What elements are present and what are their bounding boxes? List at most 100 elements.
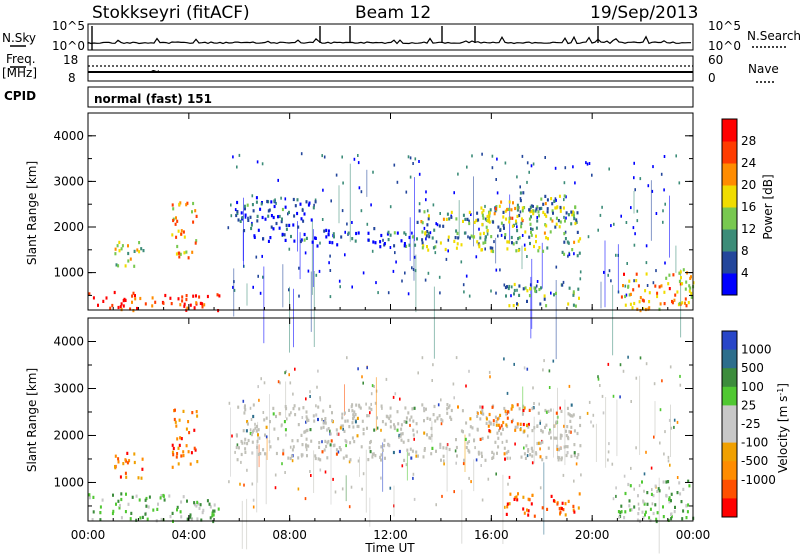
echo-cell	[151, 304, 154, 308]
echo-cell	[111, 303, 114, 308]
echo-cell	[343, 429, 346, 433]
echo-cell	[541, 506, 544, 510]
echo-cell	[512, 242, 515, 246]
echo-streak	[299, 232, 301, 280]
echo-cell	[175, 252, 178, 256]
echo-cell	[495, 472, 497, 476]
echo-cell	[314, 198, 317, 202]
echo-cell	[238, 446, 240, 450]
echo-cell	[620, 214, 622, 218]
echo-cell	[361, 419, 364, 423]
echo-cell	[508, 216, 511, 220]
echo-cell	[535, 452, 538, 456]
echo-cell	[423, 210, 426, 214]
echo-cell	[555, 216, 558, 220]
echo-cell	[560, 456, 563, 460]
echo-cell	[486, 229, 489, 233]
echo-cell	[339, 285, 341, 289]
echo-cell	[367, 231, 370, 235]
echo-cell	[668, 496, 671, 500]
echo-cell	[360, 209, 363, 213]
echo-cell	[516, 288, 518, 292]
echo-cell	[264, 452, 266, 456]
echo-cell	[240, 460, 242, 464]
echo-streak	[257, 421, 259, 483]
echo-cell	[505, 217, 508, 221]
echo-cell	[211, 514, 214, 518]
echo-cell	[388, 444, 391, 448]
echo-cell	[513, 497, 516, 501]
echo-cell	[341, 412, 344, 416]
echo-cell	[120, 302, 123, 306]
echo-cell	[523, 452, 526, 456]
echo-cell	[455, 438, 457, 442]
echo-cell	[278, 226, 281, 230]
echo-cell	[412, 428, 415, 432]
echo-cell	[421, 403, 424, 407]
echo-cell	[546, 210, 549, 214]
echo-cell	[299, 239, 302, 244]
echo-cell	[213, 509, 216, 513]
echo-cell	[260, 377, 262, 381]
echo-cell	[508, 220, 511, 224]
echo-cell	[191, 210, 193, 214]
echo-cell	[528, 170, 530, 174]
echo-cell	[313, 203, 315, 207]
echo-cell	[524, 247, 527, 251]
echo-cell	[656, 294, 659, 299]
echo-cell	[292, 407, 295, 411]
echo-cell	[624, 510, 627, 514]
echo-cell	[644, 513, 646, 517]
echo-cell	[522, 408, 525, 413]
echo-cell	[627, 355, 629, 359]
echo-cell	[651, 502, 654, 506]
echo-cell	[174, 420, 177, 424]
echo-cell	[196, 500, 199, 504]
echo-cell	[547, 446, 550, 450]
echo-cell	[244, 408, 247, 412]
echo-cell	[355, 231, 358, 236]
echo-cell	[135, 494, 138, 498]
echo-cell	[467, 235, 469, 239]
echo-cell	[664, 430, 666, 434]
echo-cell	[532, 204, 534, 208]
echo-cell	[252, 209, 255, 213]
echo-cell	[236, 458, 239, 462]
echo-cell	[569, 430, 572, 434]
echo-cell	[608, 167, 610, 171]
echo-cell	[329, 443, 332, 447]
echo-cell	[571, 414, 574, 418]
echo-cell	[341, 155, 343, 159]
echo-cell	[563, 194, 566, 198]
echo-cell	[526, 434, 529, 438]
echo-cell	[489, 422, 492, 426]
echo-cell	[145, 504, 148, 508]
cpid-value: normal (fast) 151	[94, 92, 212, 106]
echo-cell	[428, 436, 431, 440]
echo-cell	[624, 491, 627, 496]
echo-cell	[655, 269, 657, 273]
echo-cell	[318, 441, 321, 445]
echo-cell	[486, 215, 489, 219]
echo-cell	[425, 234, 428, 238]
echo-cell	[337, 450, 340, 454]
echo-cell	[120, 497, 123, 502]
echo-cell	[516, 214, 519, 218]
echo-cell	[527, 425, 530, 429]
echo-cell	[562, 206, 565, 210]
echo-cell	[301, 416, 304, 419]
echo-cell	[502, 427, 504, 431]
echo-cell	[291, 448, 294, 452]
echo-cell	[488, 217, 490, 221]
echo-cell	[522, 287, 525, 291]
echo-cell	[624, 303, 627, 307]
echo-streak	[669, 195, 670, 258]
echo-cell	[549, 428, 551, 432]
echo-cell	[468, 221, 471, 226]
echo-cell	[469, 417, 472, 421]
echo-cell	[579, 277, 582, 281]
echo-cell	[178, 202, 181, 206]
echo-cell	[280, 220, 283, 224]
echo-cell	[305, 200, 308, 204]
echo-cell	[482, 412, 485, 416]
